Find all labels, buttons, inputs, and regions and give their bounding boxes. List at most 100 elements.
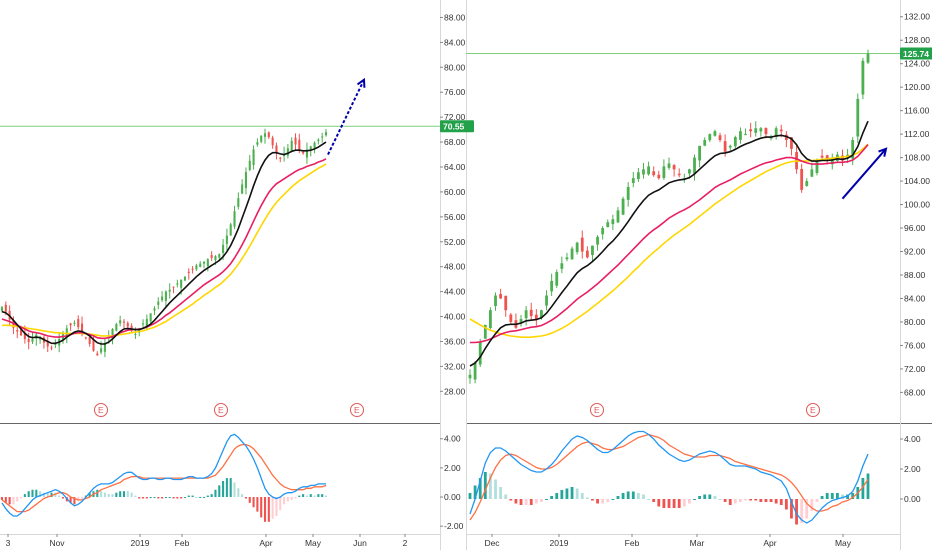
candle	[84, 337, 87, 339]
candle	[585, 250, 589, 258]
macd-histogram-bar	[39, 491, 42, 498]
macd-histogram-bar	[267, 497, 270, 522]
macd-histogram-bar	[764, 499, 768, 502]
macd-histogram-bar	[835, 493, 839, 499]
trend-arrow	[327, 79, 365, 155]
candle	[550, 280, 554, 292]
candle	[534, 314, 538, 320]
macd-histogram-bar	[810, 499, 814, 511]
candle	[494, 295, 497, 307]
macd-histogram-bar	[46, 492, 49, 498]
macd-histogram-bar	[504, 494, 508, 499]
candle	[657, 174, 661, 179]
macd-histogram-bar	[545, 499, 548, 500]
candle	[580, 237, 584, 252]
price-axis-label: 72.00	[904, 364, 926, 374]
earnings-marker[interactable]	[350, 403, 364, 417]
candle	[728, 145, 732, 148]
macd-histogram-bar	[172, 497, 175, 499]
macd-histogram-bar	[591, 499, 594, 501]
candle	[324, 132, 328, 136]
candle	[483, 324, 487, 339]
candle	[195, 265, 198, 270]
candle	[145, 319, 148, 326]
earnings-marker-label: E	[218, 405, 224, 415]
macd-histogram-bar	[271, 497, 274, 519]
candle	[489, 310, 492, 328]
candle	[861, 60, 865, 95]
macd-histogram-bar	[718, 499, 722, 500]
macd-axis-label: 0.00	[904, 494, 921, 504]
macd-histogram-bar	[321, 494, 324, 498]
trend-arrow	[841, 148, 887, 200]
candle	[841, 155, 844, 161]
ema-fast-line	[1, 141, 327, 345]
macd-histogram-bar	[861, 478, 865, 499]
left-chart[interactable]: 88.00 84.00 80.00 76.00 72.00 68.00 64.00 60.00…	[0, 12, 474, 548]
candle	[739, 131, 742, 140]
macd-histogram-bar	[149, 497, 152, 499]
candle	[183, 276, 187, 281]
price-axis-label: 88.00	[444, 12, 466, 22]
macd-histogram-bar	[290, 497, 293, 500]
candle	[790, 137, 793, 149]
macd-histogram-bar	[27, 491, 30, 498]
candle	[161, 296, 164, 301]
candle	[545, 295, 548, 306]
right-chart[interactable]: 132.00 128.00 124.00 120.00 116.00 112.00 108.…	[466, 12, 932, 548]
macd-histogram-bar	[779, 499, 783, 505]
candle	[65, 328, 68, 337]
candle	[596, 236, 599, 245]
macd-histogram-bar	[820, 496, 824, 499]
price-axis-label: 84.00	[444, 37, 466, 47]
macd-axis-label: 4.00	[444, 434, 461, 444]
earnings-marker[interactable]	[94, 403, 108, 417]
macd-histogram-bar	[248, 497, 251, 503]
candle	[478, 342, 482, 365]
candle	[119, 320, 122, 324]
earnings-marker[interactable]	[590, 403, 604, 417]
candle	[313, 142, 316, 148]
candle	[779, 129, 783, 132]
macd-histogram-bar	[846, 494, 849, 499]
macd-histogram-bar	[744, 499, 747, 501]
macd-histogram-bar	[713, 496, 717, 499]
candle	[309, 146, 312, 150]
candle	[237, 198, 240, 207]
candle	[100, 348, 103, 353]
price-axis-label: 60.00	[444, 187, 466, 197]
macd-histogram-bar	[73, 497, 76, 505]
macd-histogram-bar	[575, 488, 579, 499]
macd-histogram-bar	[626, 491, 630, 499]
candle	[866, 53, 870, 63]
candle	[631, 178, 635, 184]
macd-histogram-bar	[187, 495, 190, 498]
candle	[244, 171, 248, 189]
candle	[103, 342, 106, 352]
candle	[115, 324, 118, 331]
candle	[168, 289, 171, 292]
earnings-marker[interactable]	[806, 403, 820, 417]
macd-histogram-bar	[324, 495, 328, 498]
macd-histogram-bar	[790, 499, 793, 519]
price-axis-label: 76.00	[444, 87, 466, 97]
candle	[111, 329, 114, 340]
candle	[206, 259, 209, 266]
macd-histogram-bar	[580, 493, 584, 499]
time-axis-label: 2019	[550, 538, 569, 548]
candle	[96, 353, 99, 356]
macd-histogram-bar	[23, 494, 26, 498]
price-axis-label: 68.00	[904, 387, 926, 397]
price-axis-label: 80.00	[904, 317, 926, 327]
price-axis-label: 36.00	[444, 336, 466, 346]
price-tag	[440, 120, 474, 133]
price-axis-label: 56.00	[444, 212, 466, 222]
macd-histogram-bar	[283, 497, 286, 505]
candle	[138, 328, 141, 333]
macd-histogram-bar	[20, 497, 23, 499]
macd-histogram-bar	[478, 478, 482, 499]
candle	[754, 128, 758, 133]
earnings-marker[interactable]	[214, 403, 228, 417]
macd-histogram-bar	[103, 492, 106, 498]
